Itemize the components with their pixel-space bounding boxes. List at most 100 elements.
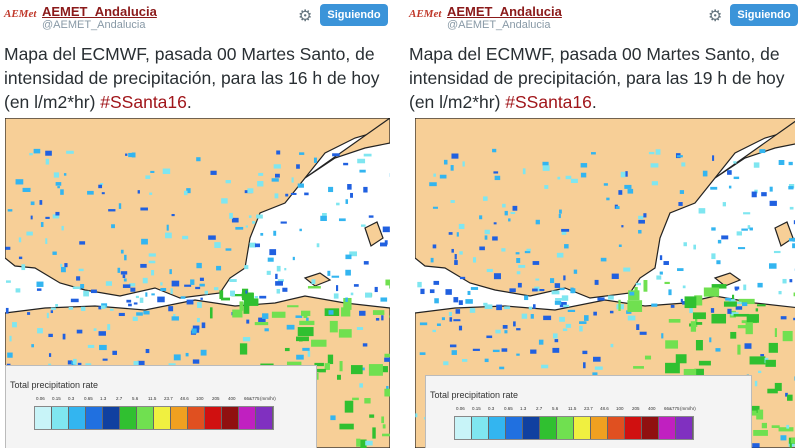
precip-cell [542, 165, 550, 171]
precip-cell [430, 257, 434, 263]
legend-label: 66&775 [664, 406, 680, 411]
precip-cell [299, 228, 302, 232]
precip-cell [133, 302, 138, 305]
precip-cell [552, 347, 560, 353]
user-handle: @AEMET_Andalucia [447, 19, 551, 31]
precip-cell [782, 278, 787, 284]
precip-cell [737, 247, 746, 250]
precip-cell [559, 301, 567, 308]
precip-cell [166, 224, 169, 231]
precip-cell [382, 424, 386, 429]
precip-cell [30, 215, 33, 220]
settings-icon[interactable]: ⚙ [298, 8, 313, 25]
precip-cell [382, 366, 388, 373]
precip-cell [216, 265, 222, 271]
precip-cell [513, 321, 516, 327]
precip-cell [260, 232, 264, 236]
precip-cell [441, 317, 445, 321]
precip-cell [102, 358, 108, 361]
precip-cell [570, 287, 574, 294]
precip-cell [197, 302, 202, 308]
precip-cell [140, 263, 147, 268]
precip-cell [710, 186, 718, 190]
color-swatch [659, 417, 676, 439]
precip-cell [359, 383, 363, 388]
precip-cell [363, 153, 372, 157]
precip-cell [87, 190, 94, 195]
precip-cell [493, 222, 497, 225]
precip-cell [448, 311, 452, 317]
precip-cell [793, 292, 795, 297]
precip-cell [752, 443, 760, 448]
precip-cell [171, 213, 175, 217]
follow-button[interactable]: Siguiendo [730, 4, 798, 26]
precip-cell [299, 320, 315, 326]
precip-cell [5, 280, 11, 283]
hashtag[interactable]: #SSanta16 [100, 92, 187, 112]
precip-cell [276, 288, 281, 294]
precip-cell [254, 322, 269, 326]
color-swatch [523, 417, 540, 439]
color-swatch [120, 407, 137, 429]
precip-cell [98, 306, 102, 310]
precip-cell [338, 329, 352, 338]
precip-cell [782, 330, 793, 342]
precip-cell [580, 172, 587, 178]
precip-cell [90, 289, 97, 294]
follow-button[interactable]: Siguiendo [320, 4, 388, 26]
precip-cell [284, 267, 287, 271]
precip-cell [73, 358, 77, 365]
logo: AEMet [409, 8, 442, 20]
precip-cell [277, 279, 284, 282]
precip-cell [694, 322, 703, 325]
precip-cell [738, 298, 755, 305]
precip-cell [302, 347, 310, 351]
precip-cell [561, 295, 569, 301]
precip-cell [243, 302, 250, 314]
user-name[interactable]: AEMET_Andalucia [42, 4, 157, 19]
precip-cell [61, 225, 64, 231]
precip-cell [140, 207, 148, 211]
precip-cell [199, 283, 205, 287]
precip-cell [363, 261, 369, 265]
precip-cell [745, 322, 753, 335]
precip-cell [624, 184, 632, 189]
precip-cell [753, 162, 760, 168]
precip-cell [629, 291, 635, 296]
precip-cell [275, 281, 283, 286]
precip-cell [299, 152, 305, 155]
precip-cell [322, 212, 327, 216]
legend-label: 11.5 [148, 396, 157, 401]
precip-cell [727, 308, 732, 314]
legend-label: 100 [196, 396, 204, 401]
precip-cell [139, 297, 144, 303]
precip-cell [100, 305, 106, 309]
precip-cell [5, 307, 9, 314]
precip-cell [664, 281, 670, 285]
color-swatch [506, 417, 523, 439]
precip-cell [129, 283, 136, 287]
precip-cell [694, 368, 704, 377]
precip-cell [682, 285, 686, 289]
precip-cell [517, 282, 522, 288]
precip-cell [80, 284, 85, 289]
legend-title: Total precipitation rate [10, 380, 99, 390]
precip-cell [749, 227, 753, 231]
precip-cell [542, 161, 549, 166]
legend-label: 0.3 [68, 396, 75, 401]
hashtag[interactable]: #SSanta16 [505, 92, 592, 112]
user-name[interactable]: AEMET_Andalucia [447, 4, 562, 19]
precip-cell [499, 366, 505, 370]
precip-cell [365, 292, 372, 298]
precip-cell [314, 362, 324, 367]
precip-cell [317, 368, 326, 373]
precip-cell [248, 215, 252, 218]
precip-cell [372, 427, 376, 439]
precip-cell [663, 261, 669, 265]
precip-cell [501, 248, 506, 252]
precip-cell [749, 356, 766, 365]
precip-cell [124, 254, 127, 261]
precip-cell [201, 322, 206, 329]
precip-cell [141, 238, 148, 245]
settings-icon[interactable]: ⚙ [708, 8, 723, 25]
